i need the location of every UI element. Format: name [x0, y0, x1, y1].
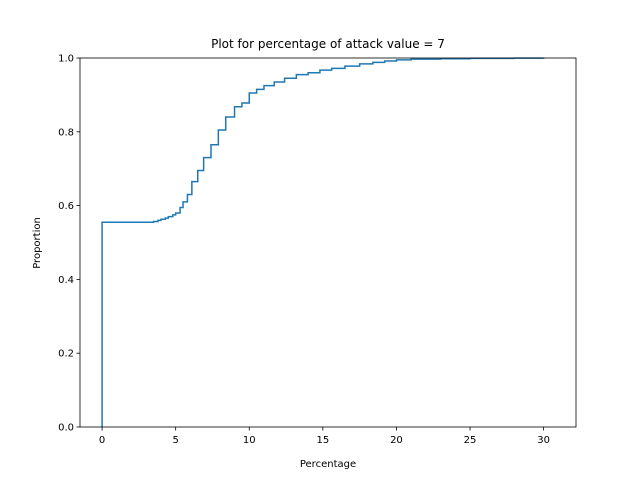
y-tick-label-2: 0.4: [58, 275, 74, 286]
y-tick-label-1: 0.2: [58, 349, 74, 360]
y-tick-label-0: 0.0: [58, 423, 74, 434]
x-tick-label-6: 30: [537, 435, 550, 446]
x-tick-label-5: 25: [464, 435, 477, 446]
x-tick-label-3: 15: [316, 435, 329, 446]
x-tick-label-4: 20: [390, 435, 403, 446]
y-tick-label-4: 0.8: [58, 127, 74, 138]
plot-area: 0 5 10 15 20 25 30 0.0 0.2 0.4 0.6 0.8 1.0: [58, 54, 577, 446]
x-axis-title: Percentage: [300, 459, 356, 470]
x-tick-label-0: 0: [99, 435, 105, 446]
plot-frame: [79, 57, 577, 428]
chart-title: Plot for percentage of attack value = 7: [211, 37, 445, 51]
series-line-0: [101, 57, 545, 427]
y-tick-label-3: 0.6: [58, 201, 74, 212]
y-tick-label-5: 1.0: [58, 54, 74, 65]
x-tick-label-1: 5: [172, 435, 178, 446]
x-tick-label-2: 10: [243, 435, 256, 446]
y-axis-title: Proportion: [32, 217, 43, 269]
